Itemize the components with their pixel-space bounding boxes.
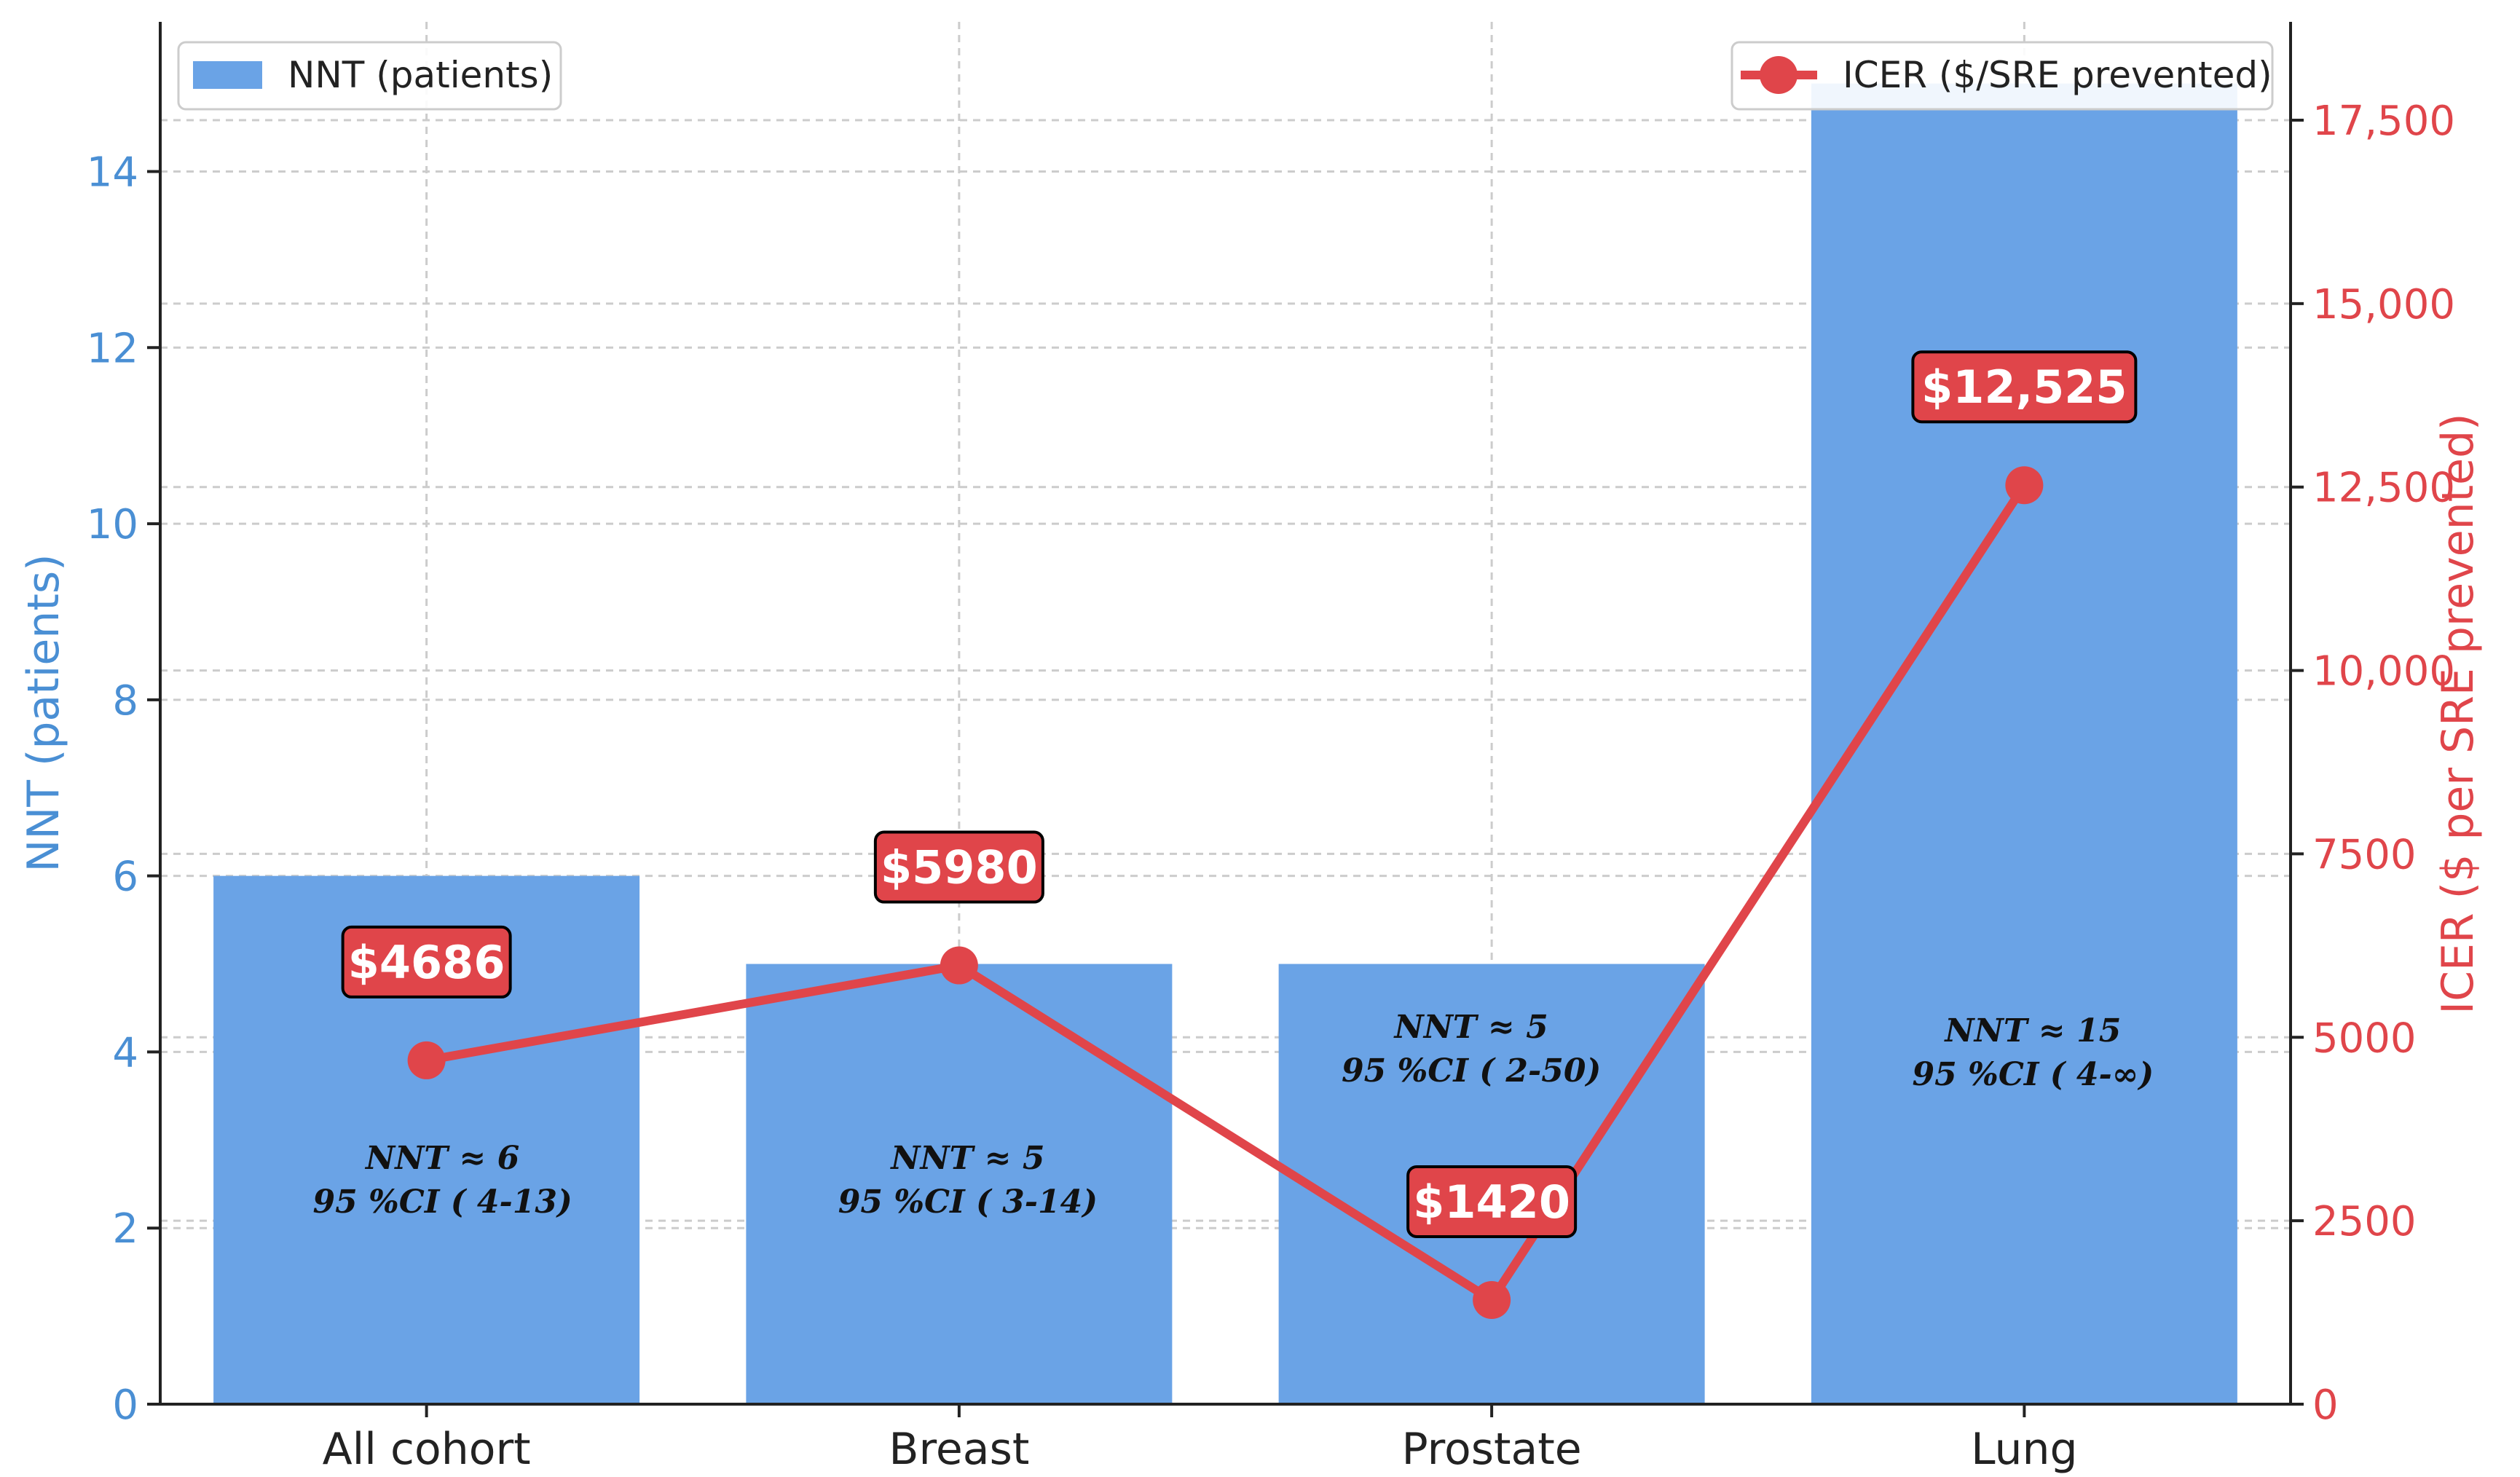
icer-label-text: $4686 [348,936,505,989]
bar-note-ci: 95 %CI ( 2-50) [1342,1052,1601,1090]
right-tick-label: 15,000 [2312,281,2455,328]
icer-label-box [873,830,1044,904]
icer-point [940,946,978,985]
left-tick-label: 12 [87,325,138,372]
nnt-bar [1811,83,2237,1404]
left-tick-label: 4 [112,1029,138,1076]
icer-value-label: $4686 [341,925,512,999]
bar-note-nnt: NNT ≈ 5 [889,1140,1044,1177]
icer-value-label: $12,525 [1911,350,2138,424]
icer-label-box [1911,350,2138,424]
right-tick-label: 17,500 [2312,98,2455,145]
icer-point [407,1041,446,1079]
x-tick-label: Prostate [1402,1424,1582,1475]
left-tick-label: 10 [87,501,138,548]
legend-nnt: NNT (patients) [177,41,562,111]
bar-note-ci: 95 %CI ( 3-14) [838,1183,1098,1221]
icer-value-label: $1420 [1406,1165,1578,1238]
bar-note-ci: 95 %CI ( 4-∞) [1912,1056,2154,1093]
right-tick-label: 0 [2312,1382,2339,1429]
left-tick-label: 0 [112,1382,138,1429]
icer-label-box [1406,1165,1578,1238]
bar-note-nnt: NNT ≈ 5 [1393,1009,1548,1046]
right-tick-label: 10,000 [2312,648,2455,696]
axis-layer: 0 2 4 6 8 10 12 14 0 2500 5000 7500 10,000 12,500 15,0… [18,22,2484,1475]
right-tick-label: 7500 [2312,831,2417,878]
left-tick-label: 6 [112,854,138,901]
bar-note-ci: 95 %CI ( 4-13) [312,1183,572,1221]
legend-label: NNT (patients) [288,54,553,96]
icer-label-box [341,925,512,999]
icer-point [1473,1280,1511,1319]
legend-box [177,41,562,111]
legend-swatch-bar [193,61,262,89]
icer-point [2005,466,2044,505]
right-tick-label: 2500 [2312,1198,2417,1245]
icer-label-text: $5980 [881,841,1038,894]
icer-label-layer: $4686 $5980 $1420 $12,525 [341,350,2138,1238]
bar-note-nnt: NNT ≈ 15 [1943,1012,2121,1049]
x-tick-label: Breast [889,1424,1029,1475]
left-axis-title: NNT (patients) [18,554,69,872]
left-tick-label: 8 [112,677,138,725]
bar-note-nnt: NNT ≈ 6 [364,1140,519,1177]
icer-line [425,482,2028,1304]
x-tick-label: All cohort [323,1424,531,1475]
icer-label-text: $12,525 [1921,361,2127,414]
bar-note-layer: NNT ≈ 6 95 %CI ( 4-13) NNT ≈ 5 95 %CI ( 3-1… [312,1009,2154,1221]
legend-layer: NNT (patients) ICER ($/SRE prevented) [177,41,2274,111]
nnt-bar [746,964,1173,1404]
icer-value-label: $5980 [873,830,1044,904]
right-axis-title: ICER ($ per SRE prevented) [2433,413,2484,1014]
bar-layer [213,83,2237,1404]
right-tick-label: 5000 [2312,1015,2417,1062]
right-tick-label: 12,500 [2312,465,2455,512]
left-tick-label: 14 [87,149,138,197]
icer-label-text: $1420 [1413,1175,1570,1229]
legend-label: ICER ($/SRE prevented) [1843,54,2272,96]
icer-line-layer [407,466,2044,1319]
legend-box [1730,41,2274,111]
left-tick-label: 2 [112,1205,138,1253]
x-tick-label: Lung [1971,1424,2078,1475]
legend-swatch-marker [1760,56,1798,94]
legend-icer: ICER ($/SRE prevented) [1730,41,2274,111]
